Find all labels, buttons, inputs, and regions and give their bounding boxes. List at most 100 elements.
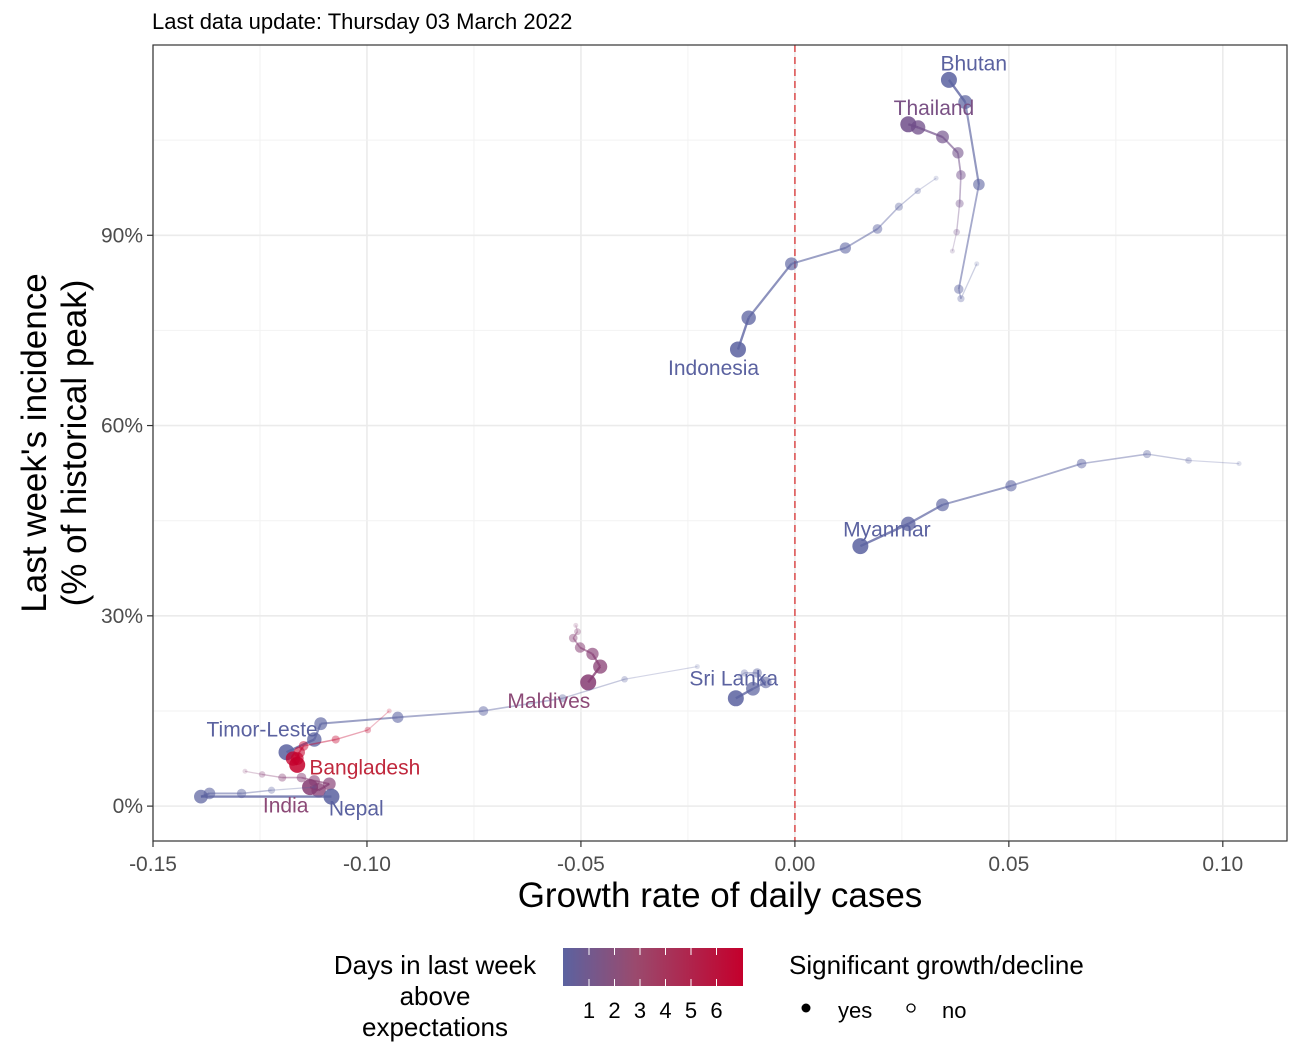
y-axis-label: Last week's incidence (% of historical p…: [15, 273, 94, 612]
data-point: [278, 773, 287, 782]
country-labels: Bhutan Thailand Indonesia Myanmar Sri Lanka M…: [206, 52, 1007, 820]
data-point: [953, 228, 960, 236]
data-point: [852, 538, 869, 555]
data-point: [727, 690, 744, 707]
data-point: [949, 248, 955, 254]
label-nepal: Nepal: [329, 798, 384, 821]
trail-segment: [271, 786, 315, 791]
legend-scale-label: 1: [583, 998, 595, 1023]
series-bangladesh: [285, 708, 392, 773]
data-point: [1185, 457, 1192, 464]
data-point: [1236, 461, 1242, 467]
trail-segment: [791, 247, 846, 265]
x-tick-label: -0.05: [557, 853, 605, 876]
data-point: [322, 777, 336, 791]
data-point: [974, 261, 980, 267]
data-point: [759, 676, 772, 689]
legend-scale-label: 3: [634, 998, 646, 1023]
data-point: [737, 673, 743, 679]
series-indonesia: [729, 175, 939, 358]
data-point: [914, 187, 921, 195]
plot-panel: [153, 45, 1287, 841]
data-point: [741, 310, 756, 325]
data-point: [574, 628, 581, 636]
data-point: [740, 669, 748, 677]
x-tick-label: 0.00: [774, 853, 815, 876]
grid-lines: [152, 45, 1287, 841]
label-timor-leste: Timor-Leste: [206, 718, 317, 741]
label-sri-lanka: Sri Lanka: [689, 668, 778, 691]
legend-scale-label: 2: [608, 998, 620, 1023]
trail-segment: [739, 672, 745, 677]
data-point: [973, 178, 985, 191]
legend-scale-label: 5: [685, 998, 697, 1023]
legend-no-circle: [906, 1003, 916, 1013]
trail-segment: [320, 716, 398, 725]
trail-segment: [960, 263, 978, 299]
trail-segment: [898, 190, 919, 208]
data-point: [785, 257, 798, 271]
series-layer: [194, 71, 1242, 805]
y-axis-label-line1: Last week's incidence: [15, 273, 54, 612]
data-point: [933, 175, 939, 181]
y-axis-label-line2: (% of historical peak): [55, 280, 94, 607]
label-bangladesh: Bangladesh: [309, 756, 420, 779]
trail-segment: [262, 773, 283, 779]
data-point: [314, 717, 328, 731]
data-point: [593, 659, 608, 674]
data-point: [746, 681, 760, 696]
trail-segment: [917, 177, 937, 192]
trail-segment: [303, 738, 336, 747]
data-point: [386, 708, 392, 714]
data-point: [574, 642, 586, 653]
legend-color-bar: [563, 948, 743, 986]
data-point: [236, 788, 247, 799]
legend-color-title-line2: above: [400, 981, 471, 1011]
data-point: [1005, 480, 1017, 492]
data-point: [894, 202, 903, 211]
trail-segment: [964, 101, 980, 185]
trail-segment: [241, 789, 272, 795]
data-point: [752, 668, 762, 678]
data-point: [311, 784, 317, 790]
x-tick-label: -0.10: [343, 853, 391, 876]
data-point: [194, 789, 208, 804]
x-axis-ticks: -0.15 -0.10 -0.05 0.00 0.05 0.10: [129, 841, 1243, 876]
data-point: [872, 224, 883, 234]
data-point: [364, 726, 372, 734]
y-axis-ticks: 0% 30% 60% 90%: [101, 224, 153, 818]
trail-segment: [1081, 453, 1148, 465]
label-indonesia: Indonesia: [668, 357, 759, 380]
trail-segment: [844, 228, 878, 249]
series-maldives: [568, 622, 608, 691]
data-point: [323, 788, 340, 805]
data-point: [302, 779, 319, 796]
x-tick-label: 0.05: [988, 853, 1029, 876]
label-bhutan: Bhutan: [940, 52, 1007, 75]
data-point: [1076, 458, 1087, 469]
legend-color-title-line3: expectations: [362, 1012, 508, 1042]
data-point: [258, 771, 266, 778]
trail-segment: [747, 263, 793, 319]
data-point: [242, 768, 248, 774]
trail-segment: [951, 231, 958, 252]
trail-segment: [876, 206, 900, 230]
data-point: [392, 711, 404, 723]
trail-segment: [562, 678, 625, 699]
label-india: India: [263, 794, 309, 817]
y-tick-label: 60%: [101, 415, 143, 438]
trail-segment: [955, 203, 961, 233]
y-tick-label: 90%: [101, 224, 143, 247]
trail-segment: [572, 631, 579, 639]
trail-segment: [244, 770, 263, 775]
x-tick-label: 0.10: [1202, 853, 1243, 876]
trail-segment: [957, 184, 980, 290]
trail-segment: [1146, 453, 1189, 462]
data-point: [580, 674, 597, 691]
series-india: [242, 768, 336, 798]
trail-segment: [624, 665, 698, 680]
trail-segment: [859, 522, 909, 548]
